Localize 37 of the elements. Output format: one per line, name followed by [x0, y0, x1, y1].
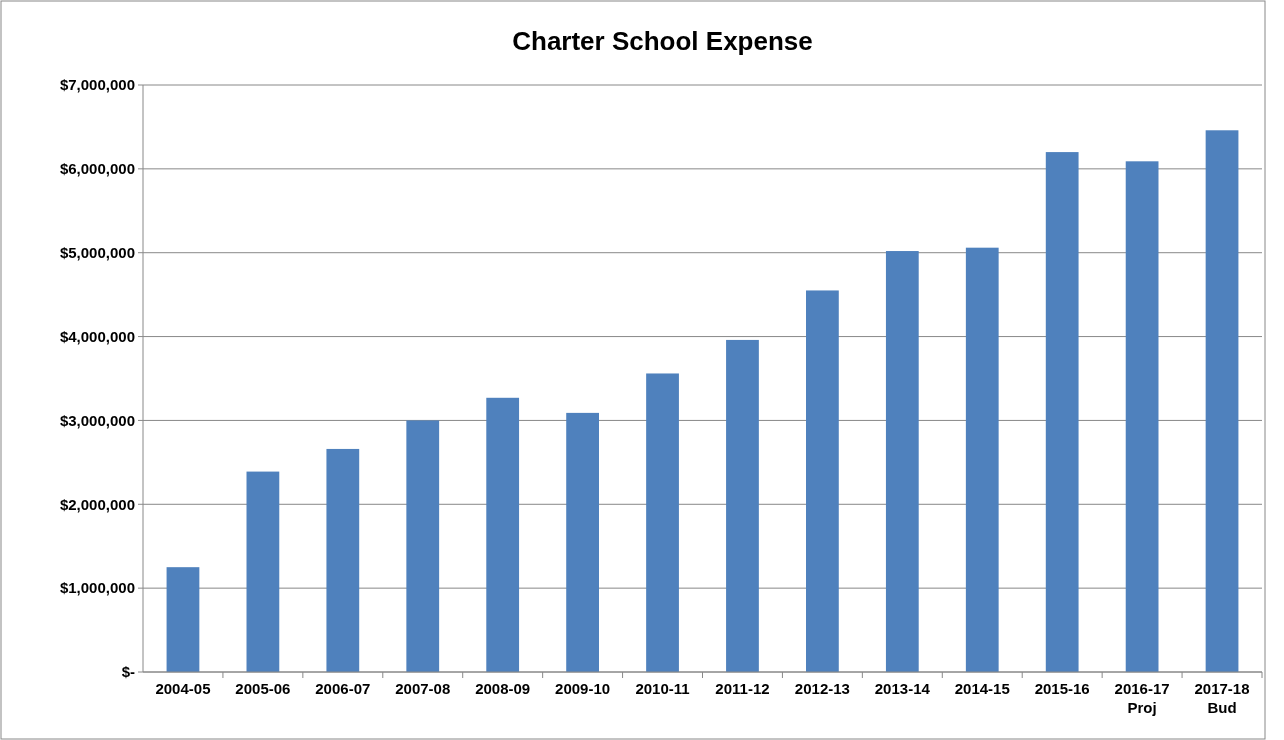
x-tick-label: 2013-14	[874, 680, 931, 697]
x-tick-label: 2011-12	[715, 680, 770, 697]
y-tick-label: $3,000,000	[59, 411, 135, 429]
y-tick-label: $4,000,000	[59, 327, 135, 345]
bar	[1125, 161, 1159, 672]
bar	[326, 448, 360, 672]
bar	[726, 339, 759, 672]
bar	[486, 397, 520, 672]
x-tick-label: 2007-08	[395, 680, 451, 697]
bar	[965, 247, 999, 672]
bar	[246, 471, 280, 672]
chart-title: Charter School Expense	[512, 26, 813, 56]
x-tick-label: 2015-16	[1034, 680, 1090, 697]
x-tick-label: 2016-17 Proj	[1114, 680, 1170, 716]
y-tick-label: $5,000,000	[59, 243, 135, 261]
bar	[406, 420, 440, 672]
x-tick-label: 2010-11	[635, 680, 690, 697]
bar	[566, 412, 599, 672]
y-tick-label: $6,000,000	[59, 160, 135, 178]
y-tick-label: $1,000,000	[59, 579, 135, 597]
x-tick-label: 2012-13	[794, 680, 850, 697]
bar	[885, 251, 919, 672]
x-tick-label: 2008-09	[475, 680, 531, 697]
bar	[646, 373, 679, 672]
x-tick-label: 2017-18 Bud	[1194, 680, 1250, 716]
bar	[806, 290, 839, 672]
x-tick-label: 2006-07	[315, 680, 371, 697]
y-tick-label: $7,000,000	[59, 76, 135, 94]
bar	[1205, 130, 1239, 672]
bar	[166, 567, 200, 672]
x-tick-label: 2009-10	[555, 680, 611, 697]
x-tick-label: 2014-15	[954, 680, 1010, 697]
y-tick-label: $2,000,000	[59, 495, 135, 513]
y-tick-label: $-	[121, 663, 135, 681]
bar	[1045, 152, 1079, 672]
x-tick-label: 2005-06	[235, 680, 291, 697]
x-tick-label: 2004-05	[155, 680, 211, 697]
